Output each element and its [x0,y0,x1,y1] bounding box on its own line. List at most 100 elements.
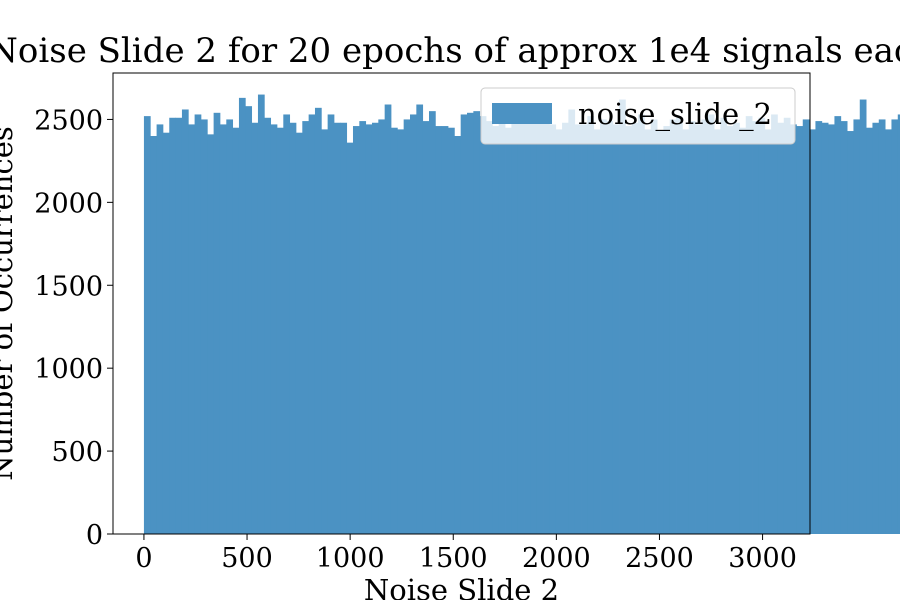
histogram-bar [568,109,576,534]
histogram-bar [213,112,221,535]
histogram-bar [619,99,626,534]
histogram-bar [669,119,677,535]
histogram-bar [815,121,823,534]
histogram-bar [302,121,310,534]
histogram-bar [638,114,645,535]
y-tick-label: 1500 [34,271,103,302]
histogram-bar [821,122,829,534]
histogram-bar [359,121,367,534]
histogram-bar [676,117,683,535]
histogram-bar [764,129,772,534]
histogram-bar [783,117,791,535]
histogram-bar [524,114,531,535]
histogram-bar [238,97,246,535]
histogram-bar [878,119,886,535]
legend-label: noise_slide_2 [578,97,772,132]
histogram-bar [695,124,702,534]
histogram-bar [441,126,449,534]
histogram-bar [612,124,620,534]
histogram-bar [828,124,835,534]
histogram-bar [340,122,348,534]
x-tick-label: 3000 [728,543,797,574]
histogram-bar [352,126,360,534]
histogram-bar [492,126,500,534]
histogram-bar [384,104,392,534]
histogram-bar [733,122,740,534]
histogram-bar [207,134,215,535]
histogram-bar [479,116,487,535]
histogram-bar [606,121,614,534]
histogram-bar [454,136,462,534]
histogram-bar [726,126,734,534]
histogram-bar [416,104,424,534]
histogram-bar [333,122,341,534]
y-tick-label: 500 [51,437,103,468]
histogram-bar [410,114,417,535]
histogram-bar [581,124,588,534]
x-tick-label: 1500 [419,543,488,574]
histogram-bar [758,117,766,535]
histogram-bar [435,126,443,534]
histogram-bar [574,124,582,534]
histogram-bar [276,127,284,534]
histogram-bar [194,114,202,535]
histogram-bar [859,99,867,534]
histogram-bar [872,122,880,534]
x-axis-ticks: 0 500 1000 1500 2000 2500 3000 [135,534,797,574]
histogram-bar [498,111,506,534]
histogram-bar [587,116,595,535]
histogram-bar [714,129,721,534]
histogram-bar [847,131,854,535]
histogram-bar [143,116,151,535]
histogram-bar [840,121,848,534]
histogram-bar [448,127,455,534]
histogram-bar [593,129,601,534]
x-tick-label: 2500 [625,543,694,574]
histogram-bar [809,129,816,534]
histogram-bar [429,111,436,534]
histogram-bar [771,114,778,535]
histogram-bar [777,122,785,534]
histogram-bar [707,114,715,535]
histogram-bar [796,126,804,534]
histogram-bar [378,119,386,535]
y-tick-label: 0 [86,520,103,551]
x-tick-label: 0 [135,543,152,574]
histogram-bar [371,122,379,534]
bars-layer [143,94,900,535]
histogram-bar [625,126,633,534]
histogram-bar [657,131,664,535]
x-tick-label: 2000 [522,543,591,574]
histogram-bar [232,127,240,534]
histogram-bar [644,129,652,534]
histogram-bar [264,117,272,535]
histogram-bar [891,119,899,535]
x-axis-label: Noise Slide 2 [364,573,559,600]
x-tick-label: 500 [221,543,273,574]
histogram-bar [219,124,227,534]
histogram-bar [536,116,544,535]
histogram-bar [517,119,525,535]
histogram-bar [346,142,354,534]
y-axis-ticks: 0 500 1000 1500 2000 2500 [34,105,113,551]
histogram-bar [390,127,398,534]
histogram-bar [897,114,900,535]
histogram-bar [314,107,322,534]
histogram-bar [802,119,810,535]
histogram-bar [866,127,873,534]
histogram-bar [511,122,519,534]
histogram-bar [295,132,303,534]
histogram-bar [327,114,335,535]
histogram-bar [200,119,208,535]
histogram-bar [289,122,297,534]
histogram-bar [549,124,557,534]
legend-swatch [492,103,552,124]
histogram-bar [460,114,468,535]
histogram-bar [467,112,474,535]
legend-box [480,87,796,145]
histogram-bar [403,119,411,535]
histogram-bar [181,109,189,534]
histogram-bar [188,124,196,534]
histogram-bar [505,127,512,534]
histogram-bar [169,117,176,535]
